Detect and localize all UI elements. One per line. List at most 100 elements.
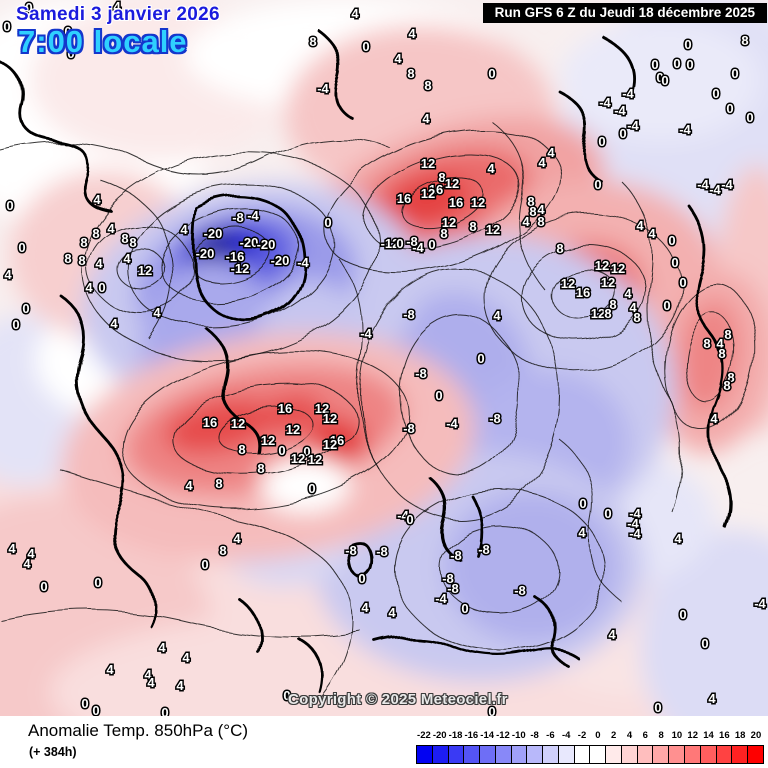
- anomaly-value-label: 0: [619, 126, 626, 141]
- anomaly-value-label: 12: [442, 215, 456, 230]
- anomaly-value-label: 4: [233, 531, 241, 546]
- anomaly-value-label: -4: [614, 103, 626, 118]
- model-run-banner: Run GFS 6 Z du Jeudi 18 décembre 2025: [482, 3, 767, 23]
- anomaly-value-label: -12: [381, 236, 400, 251]
- anomaly-value-label: -4: [754, 596, 766, 611]
- anomaly-value-label: -20: [196, 246, 215, 261]
- anomaly-value-label: -4: [629, 506, 641, 521]
- anomaly-value-label: 4: [123, 251, 131, 266]
- anomaly-value-label: 12: [231, 416, 245, 431]
- legend-cell: [653, 746, 670, 763]
- anomaly-value-label: 8: [80, 235, 87, 250]
- anomaly-value-label: 0: [406, 512, 413, 527]
- anomaly-value-label: 16: [429, 182, 443, 197]
- anomaly-value-label: 0: [686, 57, 693, 72]
- valid-date-label: Samedi 3 janvier 2026: [16, 4, 220, 25]
- anomaly-value-label: 4: [629, 300, 637, 315]
- legend-tick: 2: [611, 730, 617, 741]
- anomaly-value-label: 0: [654, 700, 661, 715]
- anomaly-value-label: 12: [471, 195, 485, 210]
- anomaly-value-label: 0: [6, 198, 13, 213]
- anomaly-value-label: 12: [138, 263, 152, 278]
- anomaly-value-label: 0: [201, 557, 208, 572]
- anomaly-value-label: -8: [376, 544, 388, 559]
- anomaly-value-label: -4: [412, 240, 424, 255]
- legend-tick: 0: [595, 730, 601, 741]
- anomaly-value-label: 8: [633, 310, 640, 325]
- anomaly-value-label: 16: [576, 285, 590, 300]
- copyright-label: Copyright © 2025 Meteociel.fr: [288, 691, 508, 708]
- anomaly-value-label: 0: [98, 280, 105, 295]
- anomaly-value-label: -8: [514, 583, 526, 598]
- anomaly-value-label: -4: [709, 182, 721, 197]
- anomaly-value-label: 12: [421, 156, 435, 171]
- legend-tick: 16: [719, 730, 730, 741]
- legend-cell: [685, 746, 701, 763]
- anomaly-value-label: 12: [286, 422, 300, 437]
- anomaly-value-label: 0: [283, 688, 290, 703]
- anomaly-value-label: 0: [671, 255, 678, 270]
- anomaly-value-label: 0: [712, 86, 719, 101]
- anomaly-value-label: 0: [12, 317, 19, 332]
- anomaly-value-label: 8: [537, 214, 544, 229]
- anomaly-value-label: 8: [604, 306, 611, 321]
- anomaly-value-label: 4: [180, 222, 188, 237]
- anomaly-value-label: -8: [403, 421, 415, 436]
- anomaly-field-blob: [444, 491, 620, 643]
- legend-cell: [700, 746, 717, 763]
- anomaly-value-label: 4: [23, 556, 31, 571]
- anomaly-value-label: 4: [608, 627, 616, 642]
- anomaly-value-label: 12: [261, 433, 275, 448]
- legend-cell: [527, 746, 544, 763]
- anomaly-value-label: -20: [271, 253, 290, 268]
- anomaly-value-label: -4: [697, 177, 709, 192]
- anomaly-value-label: 8: [469, 219, 476, 234]
- anomaly-value-label: 4: [394, 51, 402, 66]
- anomaly-value-label: 0: [40, 579, 47, 594]
- anomaly-value-label: 0: [18, 240, 25, 255]
- anomaly-value-label: 0: [488, 704, 495, 719]
- anomaly-value-label: 0: [746, 110, 753, 125]
- anomaly-value-label: 8: [724, 327, 731, 342]
- anomaly-value-label: 12: [291, 451, 305, 466]
- legend-cell: [590, 746, 607, 763]
- legend-cell: [432, 746, 449, 763]
- anomaly-contour-ring: [323, 129, 561, 275]
- anomaly-contour-ring: [684, 313, 736, 403]
- legend-color-bar: [416, 745, 764, 764]
- anomaly-value-label: 4: [422, 111, 430, 126]
- anomaly-value-label: -8: [345, 543, 357, 558]
- anomaly-value-label: -4: [599, 95, 611, 110]
- anomaly-value-label: 0: [594, 177, 601, 192]
- anomaly-value-label: -4: [622, 86, 634, 101]
- anomaly-value-label: 0: [579, 496, 586, 511]
- anomaly-value-label: 8: [527, 194, 534, 209]
- anomaly-value-label: 0: [67, 46, 74, 61]
- legend-cell: [543, 746, 559, 763]
- anomaly-value-label: 0: [488, 66, 495, 81]
- anomaly-value-label: 0: [324, 215, 331, 230]
- legend-tick: -8: [530, 730, 539, 741]
- anomaly-value-label: -4: [360, 326, 372, 341]
- contour-lines-layer: [0, 119, 756, 701]
- anomaly-value-label: 12: [611, 261, 625, 276]
- anomaly-contour-ring: [364, 154, 520, 250]
- anomaly-value-label: 8: [529, 204, 536, 219]
- anomaly-value-label: 0: [435, 388, 442, 403]
- color-scale-legend: -22 -20 -18 -16 -14 -12 -10 -8 -6 -4 -2 0 2 4 6 8 10 12 14…: [416, 730, 764, 764]
- legend-tick: -18: [448, 730, 463, 741]
- anomaly-value-label: 0: [679, 607, 686, 622]
- anomaly-value-label: 0: [731, 66, 738, 81]
- anomaly-value-label: 8: [64, 251, 71, 266]
- anomaly-value-label: 4: [624, 286, 632, 301]
- legend-cell: [669, 746, 686, 763]
- anomaly-value-label: 0: [656, 70, 663, 85]
- anomaly-contour-ring: [87, 223, 193, 313]
- legend-cell: [716, 746, 733, 763]
- anomaly-value-label: -4: [679, 122, 691, 137]
- anomaly-value-label: 16: [449, 195, 463, 210]
- legend-tick: 10: [671, 730, 683, 741]
- anomaly-value-label: 0: [701, 636, 708, 651]
